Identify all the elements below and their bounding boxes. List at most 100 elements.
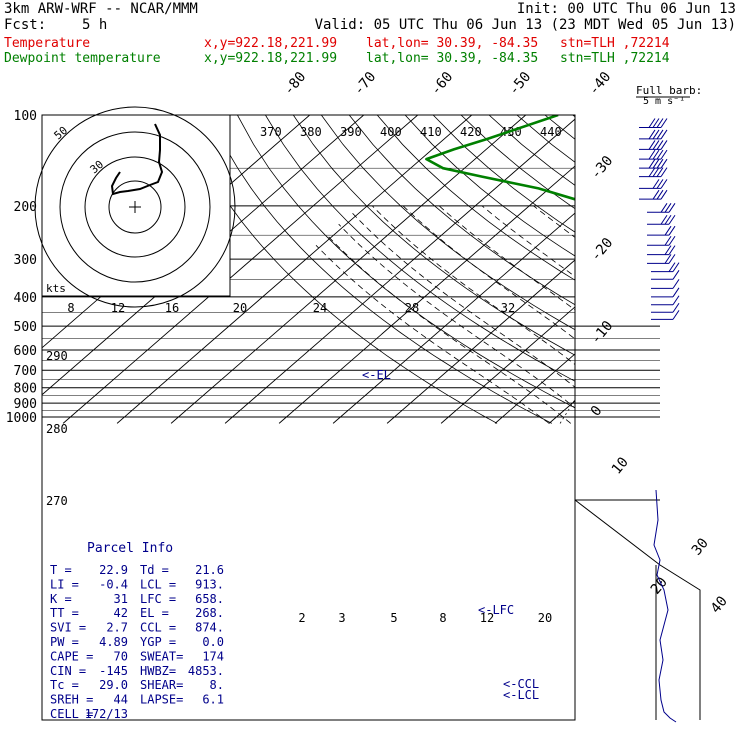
isotherm-line	[657, 115, 740, 423]
theta-label: 270	[46, 494, 68, 508]
parcel-info-value: 29.0	[99, 678, 128, 692]
wind-barb-flag	[664, 214, 672, 225]
model-title: 3km ARW-WRF -- NCAR/MMM	[4, 1, 198, 17]
wetbulb-label: 8	[67, 301, 74, 315]
isotherm-label: 20	[648, 574, 671, 597]
parcel-info-value: 4.89	[99, 635, 128, 649]
low-level-wind-trace	[653, 489, 677, 723]
wind-barb-flag	[660, 179, 668, 189]
parcel-info-value: 2.7	[106, 621, 128, 635]
isotherm-line	[224, 118, 575, 424]
isotherm-label: -70	[351, 69, 380, 99]
parcel-info-value: 44	[114, 693, 128, 707]
parcel-info-value: 172/13	[85, 707, 128, 721]
parcel-info-label: K =	[50, 592, 72, 606]
pressure-tick-label: 700	[14, 364, 37, 379]
wind-barb-flag	[672, 270, 680, 280]
mixing-ratio-label: 8	[439, 611, 446, 625]
isotherm-line	[116, 115, 473, 424]
parcel-info-label: CELL =	[50, 707, 93, 721]
wind-barb-flag	[656, 129, 664, 140]
isotherm-line	[548, 400, 575, 424]
parcel-info-value: -0.4	[99, 577, 128, 591]
wind-barb-flag	[648, 158, 656, 169]
parcel-info-label: SVI =	[50, 621, 86, 635]
moist-adiabat	[315, 245, 550, 424]
theta-e-label: 410	[420, 125, 442, 139]
theta-e-label: 370	[260, 125, 282, 139]
isotherm-label: -40	[586, 69, 615, 99]
dry-adiabat	[713, 115, 740, 423]
isotherm-label: 40	[708, 593, 731, 616]
parcel-info-label: HWBZ=	[140, 664, 176, 678]
wind-barb-flag	[668, 214, 676, 225]
parcel-info-label: PW =	[50, 635, 79, 649]
parcel-info-label: CCL =	[140, 621, 176, 635]
parcel-info-value: 8.	[210, 678, 224, 692]
isotherm-label: -50	[506, 69, 535, 99]
wind-barb-flag	[672, 279, 680, 289]
theta-e-label: 400	[380, 125, 402, 139]
pressure-tick-label: 500	[14, 320, 37, 335]
pressure-tick-label: 1000	[6, 411, 37, 426]
legend-temperature-latlon: lat,lon= 30.39, -84.35	[366, 36, 539, 51]
isotherm-label: -10	[588, 318, 617, 348]
wind-barb-flag	[652, 118, 660, 128]
wind-barb-flag	[660, 158, 668, 169]
isotherm-label: 30	[689, 535, 712, 558]
parcel-info-label: LAPSE=	[140, 693, 183, 707]
mixing-ratio-label: 12	[480, 611, 494, 625]
moist-adiabat	[438, 205, 575, 311]
isotherm-line	[711, 115, 740, 423]
legend-temperature-station: stn=TLH ,72214	[560, 36, 670, 51]
wind-barb-flag	[660, 140, 668, 150]
hodograph-units: kts	[46, 282, 66, 295]
pressure-tick-label: 800	[14, 382, 37, 397]
hodograph-ring	[108, 180, 162, 234]
wind-barb-flag	[664, 245, 672, 255]
wind-barb-flag	[656, 158, 664, 169]
forecast-label: Fcst:	[4, 17, 47, 33]
parcel-info-label: CAPE =	[50, 649, 93, 663]
moist-adiabat	[351, 212, 575, 388]
dry-adiabat	[265, 115, 575, 382]
dry-adiabat	[237, 115, 575, 409]
dry-adiabat	[629, 115, 740, 423]
wind-barb-flag	[660, 189, 668, 200]
wind-barb-flag	[668, 262, 676, 272]
parcel-info-label: T =	[50, 563, 72, 577]
isotherm-label: -20	[588, 235, 617, 265]
mixing-ratio-line	[664, 350, 704, 423]
dewpoint-line	[425, 115, 575, 201]
isotherm-line	[278, 165, 575, 424]
dry-adiabat	[657, 115, 740, 423]
wind-barb-flag	[656, 167, 664, 177]
mixing-ratio-label: 3	[338, 611, 345, 625]
isotherm-line	[440, 306, 575, 424]
parcel-info-value: 658.	[195, 592, 224, 606]
barb-frame-edge	[574, 499, 701, 720]
wind-barb-flag	[652, 140, 660, 150]
isotherm-line	[170, 115, 527, 424]
wind-barb-flag	[652, 158, 660, 169]
parcel-info-value: 6.1	[202, 693, 224, 707]
parcel-info-label: LFC =	[140, 592, 176, 606]
parcel-info-value: 31	[114, 592, 128, 606]
thermo-grid	[42, 115, 740, 424]
sounding-profiles	[425, 115, 575, 201]
moist-adiabat	[402, 205, 575, 340]
wind-barb-flag	[656, 118, 664, 128]
pressure-tick-label: 600	[14, 344, 37, 359]
parcel-info-label: YGP =	[140, 635, 176, 649]
mixing-ratio-line	[559, 398, 575, 424]
dry-adiabat	[404, 115, 575, 257]
barb-legend-title: Full barb:	[636, 84, 702, 97]
wind-barb-flag	[648, 140, 656, 150]
wetbulb-label: 24	[313, 301, 327, 315]
wind-barb-flag	[656, 149, 664, 160]
wind-barb-flag	[672, 295, 680, 306]
wind-barb-flag	[672, 302, 680, 313]
legend-temperature-name: Temperature	[4, 36, 91, 51]
isotherm-line	[603, 115, 740, 423]
